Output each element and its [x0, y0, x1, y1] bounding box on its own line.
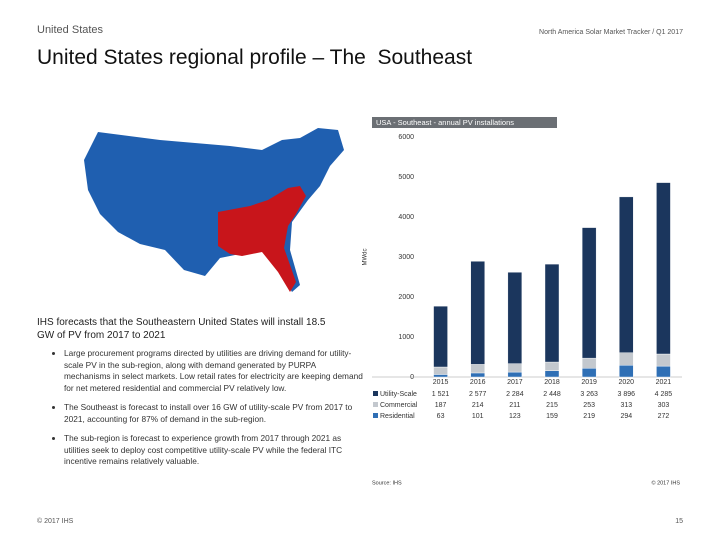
table-cell: 214 [472, 402, 484, 409]
x-tick-label: 2015 [433, 379, 449, 386]
x-tick-label: 2021 [656, 379, 672, 386]
bullet: Large procurement programs directed by u… [64, 348, 364, 394]
bar-segment [544, 263, 560, 363]
y-tick-label: 4000 [398, 214, 414, 221]
chart-copyright: © 2017 IHS [651, 479, 680, 486]
bar-segment [433, 374, 448, 378]
bar-segment [581, 227, 597, 359]
table-cell: 2 577 [469, 391, 487, 398]
bar-segment [433, 305, 448, 368]
bar-segment [507, 363, 523, 373]
table-cell: 63 [437, 413, 445, 420]
map-us [84, 128, 344, 292]
bar-segment [581, 368, 597, 378]
table-cell: 303 [658, 402, 670, 409]
slide-title: United States regional profile – The Sou… [37, 46, 473, 69]
bullet: The sub-region is forecast to experience… [64, 433, 364, 468]
legend-swatch [373, 402, 378, 407]
table-cell: 313 [620, 402, 632, 409]
y-tick-label: 2000 [398, 294, 414, 301]
table-cell: 159 [546, 413, 558, 420]
table-cell: 3 263 [580, 391, 598, 398]
table-cell: 2 284 [506, 391, 524, 398]
table-cell: 4 285 [655, 391, 673, 398]
y-axis-label: MWdc [363, 249, 369, 266]
bar-segment [656, 353, 671, 367]
chart-title-bar [372, 117, 557, 128]
bar-segment [544, 361, 560, 371]
y-tick-label: 3000 [398, 254, 414, 261]
bar-segment [581, 357, 597, 369]
page-number: 15 [675, 518, 683, 525]
bar-segment [544, 370, 560, 378]
y-tick-label: 5000 [398, 174, 414, 181]
table-cell: 101 [472, 413, 484, 420]
x-tick-label: 2019 [581, 379, 597, 386]
table-cell: 219 [583, 413, 595, 420]
bar-segment [433, 366, 448, 375]
map-southeast [218, 186, 306, 292]
table-cell: 1 521 [432, 391, 450, 398]
y-tick-label: 0 [410, 374, 414, 381]
section-label: United States [37, 24, 104, 36]
table-cell: 187 [435, 402, 447, 409]
table-cell: 3 896 [618, 391, 636, 398]
bar-segment [470, 364, 485, 374]
x-tick-label: 2020 [618, 379, 634, 386]
chart-title: USA - Southeast - annual PV installation… [376, 118, 514, 127]
bar-segment [470, 261, 485, 365]
source: Source: IHS [372, 480, 402, 486]
y-tick-label: 1000 [398, 334, 414, 341]
table-cell: 215 [546, 402, 558, 409]
legend-swatch [373, 391, 378, 396]
copyright: © 2017 IHS [37, 518, 74, 525]
table-cell: 294 [620, 413, 632, 420]
table-cell: 123 [509, 413, 521, 420]
legend-swatch [373, 413, 378, 418]
table-cell: 211 [509, 402, 520, 409]
x-tick-label: 2016 [470, 379, 486, 386]
report-label: North America Solar Market Tracker / Q1 … [539, 29, 683, 36]
x-tick-label: 2017 [507, 379, 523, 386]
bar-segment [507, 272, 523, 364]
table-cell: 272 [658, 413, 670, 420]
x-tick-label: 2018 [544, 379, 560, 386]
table-cell: 2 448 [543, 391, 561, 398]
legend-label: Utility-Scale [380, 391, 417, 398]
bar-segment [656, 182, 671, 355]
heading: IHS forecasts that the Southeastern Unit… [37, 317, 326, 341]
legend-label: Residential [380, 413, 415, 420]
bullet: The Southeast is forecast to install ove… [64, 402, 364, 425]
bar-segment [619, 352, 634, 366]
bullet-list: Large procurement programs directed by u… [46, 348, 364, 476]
legend-label: Commercial [380, 402, 418, 409]
us-map [84, 128, 344, 292]
bar-segment [470, 372, 485, 378]
bar-segment [619, 365, 634, 378]
y-tick-label: 6000 [398, 134, 414, 141]
bar-segment [619, 196, 634, 353]
bar-segment [507, 371, 523, 378]
bar-segment [656, 365, 671, 378]
table-cell: 253 [583, 402, 595, 409]
